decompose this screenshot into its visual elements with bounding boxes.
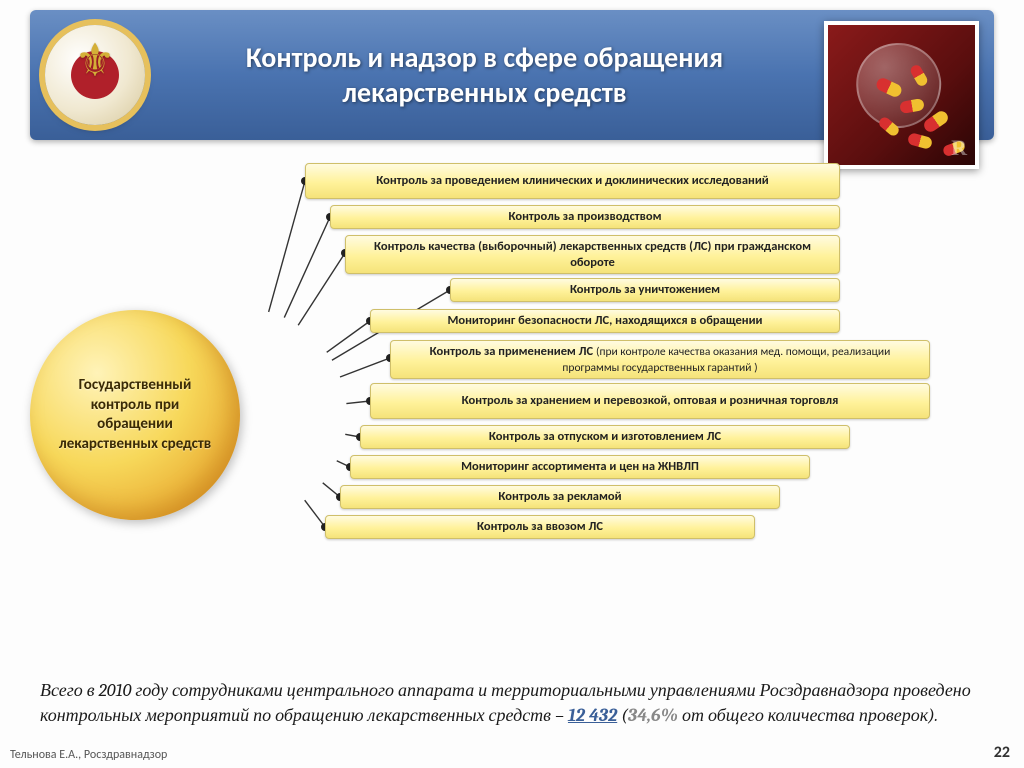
diagram-node: Контроль за уничтожением	[450, 278, 840, 302]
diagram-node: Контроль за хранением и перевозкой, опто…	[370, 383, 930, 419]
page-number: 22	[994, 743, 1010, 762]
summary-count: 12 432	[568, 705, 617, 726]
footer-author: Тельнова Е.А., Росздравнадзор	[10, 748, 167, 762]
summary-percent: 34,6%	[628, 705, 678, 726]
slide-title: Контроль и надзор в сфере обращения лека…	[145, 40, 824, 110]
diagram-node: Мониторинг ассортимента и цен на ЖНВЛП	[350, 455, 810, 479]
diagram-node: Контроль за ввозом ЛС	[325, 515, 755, 539]
diagram-node: Контроль за применением ЛС (при контроле…	[390, 340, 930, 379]
diagram-node: Контроль за производством	[330, 205, 840, 229]
summary-suffix: от общего количества проверок).	[678, 705, 938, 726]
summary-mid: (	[621, 705, 628, 726]
hub-circle: Государственный контроль при обращении л…	[30, 310, 240, 520]
summary-text: Всего в 2010 году сотрудниками центральн…	[40, 679, 984, 728]
diagram-area: Государственный контроль при обращении л…	[0, 155, 1024, 628]
hub-label: Государственный контроль при обращении л…	[52, 376, 218, 454]
diagram-node: Мониторинг безопасности ЛС, находящихся …	[370, 309, 840, 333]
header-bar: Контроль и надзор в сфере обращения лека…	[30, 10, 994, 140]
diagram-node: Контроль за проведением клинических и до…	[305, 163, 840, 199]
emblem-badge	[45, 25, 145, 125]
emblem-seal-icon	[71, 51, 119, 99]
diagram-node: Контроль качества (выборочный) лекарстве…	[345, 235, 840, 274]
diagram-node: Контроль за отпуском и изготовлением ЛС	[360, 425, 850, 449]
pill-icon	[907, 132, 933, 150]
diagram-node: Контроль за рекламой	[340, 485, 780, 509]
pills-photo: R	[824, 21, 979, 169]
